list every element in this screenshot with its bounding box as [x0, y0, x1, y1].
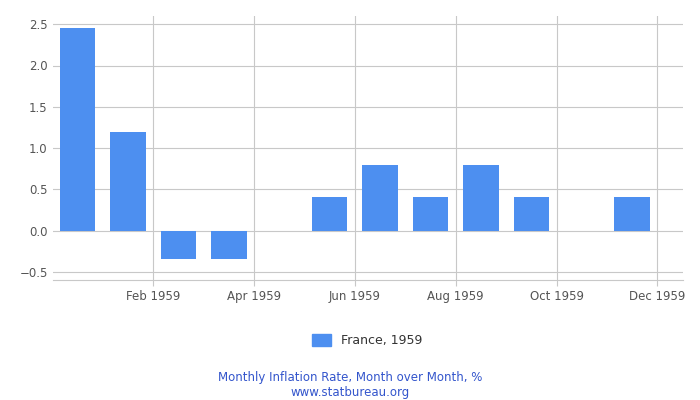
Text: www.statbureau.org: www.statbureau.org	[290, 386, 410, 399]
Bar	[463, 164, 498, 230]
Bar	[615, 197, 650, 230]
Text: Monthly Inflation Rate, Month over Month, %: Monthly Inflation Rate, Month over Month…	[218, 372, 482, 384]
Bar	[363, 164, 398, 230]
Bar	[60, 28, 95, 230]
Bar	[312, 197, 347, 230]
Bar	[111, 132, 146, 230]
Legend: France, 1959: France, 1959	[312, 334, 423, 347]
Bar	[413, 197, 448, 230]
Bar	[514, 197, 549, 230]
Bar	[211, 230, 246, 259]
Bar	[161, 230, 196, 259]
